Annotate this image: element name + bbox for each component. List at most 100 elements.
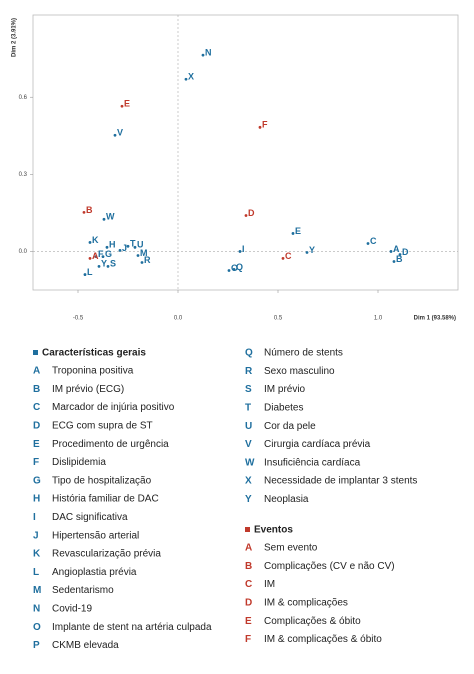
legend-key: M	[33, 585, 41, 596]
legend-text: Sem evento	[264, 543, 318, 554]
point	[83, 273, 87, 276]
point	[118, 249, 122, 252]
point	[136, 254, 140, 257]
legend-key: J	[33, 530, 39, 541]
point-label: K	[92, 235, 99, 245]
legend-key: D	[33, 421, 40, 432]
point-label: D	[402, 247, 409, 257]
plot-frame	[32, 14, 459, 291]
legend-marker	[33, 350, 38, 355]
point-label: T	[130, 239, 136, 249]
legend-text: IM & complicações & óbito	[264, 634, 382, 645]
point	[105, 245, 109, 249]
legend-text: IM	[264, 579, 275, 590]
legend-key: K	[33, 549, 41, 560]
legend-key: E	[33, 439, 40, 450]
x-tick-label: 1.0	[374, 316, 383, 322]
point	[398, 253, 402, 256]
point-label: C	[285, 251, 292, 261]
point	[227, 269, 231, 272]
legend-text: IM prévio	[264, 384, 306, 395]
legend-text: Covid-19	[52, 604, 92, 615]
legend-text: Marcador de injúria positivo	[52, 402, 175, 413]
point	[201, 53, 205, 57]
legend-text: Procedimento de urgência	[52, 439, 169, 450]
legend-text: CKMB elevada	[52, 640, 119, 651]
legend-key: T	[245, 403, 251, 414]
point	[126, 244, 130, 248]
point	[389, 250, 393, 253]
legend-text: ECG com supra de ST	[52, 421, 153, 432]
legend-text: Dislipidemia	[52, 457, 106, 468]
legend-key: O	[33, 622, 41, 633]
point-label: E	[124, 99, 130, 109]
legend-text: História familiar de DAC	[52, 494, 159, 505]
legend-key: N	[33, 604, 40, 615]
legend-text: IM & complicações	[264, 598, 348, 609]
legend-text: Sexo masculino	[264, 366, 335, 377]
legend-text: DAC significativa	[52, 512, 128, 523]
point	[366, 242, 370, 245]
point-label: L	[87, 267, 93, 277]
point-label: M	[140, 248, 148, 258]
point	[291, 232, 295, 235]
point	[97, 264, 101, 268]
point-label: U	[137, 240, 144, 250]
legend-text: Neoplasia	[264, 494, 309, 505]
point	[82, 210, 86, 214]
point	[238, 250, 242, 253]
legend-text: Complicações (CV e não CV)	[264, 561, 395, 572]
point-label: I	[242, 244, 245, 254]
legend-text: Diabetes	[264, 403, 303, 414]
y-tick-label: 0.6	[19, 95, 28, 101]
legend-key: E	[245, 616, 252, 627]
point	[244, 214, 248, 217]
legend-text: Necessidade de implantar 3 stents	[264, 476, 417, 487]
legend-text: Angioplastia prévia	[52, 567, 137, 578]
legend-key: F	[33, 457, 39, 468]
legend-key: Q	[245, 348, 253, 359]
point	[392, 260, 396, 263]
point-label: X	[188, 72, 194, 82]
point	[102, 217, 106, 221]
legend-key: B	[245, 561, 252, 572]
legend-text: Hipertensão arterial	[52, 530, 139, 541]
point-label: R	[144, 255, 151, 265]
point-label: Y	[309, 245, 315, 255]
point	[232, 268, 236, 271]
legend-key: V	[245, 439, 252, 450]
legend-text: Número de stents	[264, 348, 343, 359]
legend-key: I	[33, 512, 36, 523]
legend-text: Implante de stent na artéria culpada	[52, 622, 212, 633]
point	[133, 245, 137, 249]
y-tick-label: 0.3	[19, 172, 28, 178]
legend-key: C	[245, 579, 252, 590]
legend-text: Tipo de hospitalização	[52, 475, 152, 486]
y-axis-label: Dim 2 (3.91%)	[12, 18, 18, 57]
point-label: S	[110, 259, 116, 269]
x-tick-label: 0.5	[274, 316, 283, 322]
legend-key: P	[33, 640, 40, 651]
legend-marker	[245, 527, 250, 532]
point-label: O	[231, 263, 238, 273]
point-label: A	[393, 244, 400, 254]
point	[88, 241, 92, 244]
point-label: Y	[101, 259, 107, 269]
point-label: A	[92, 251, 99, 261]
legend-key: H	[33, 494, 40, 505]
legend-key: A	[245, 543, 252, 554]
point	[258, 125, 262, 129]
legend-key: X	[245, 476, 252, 487]
point	[94, 255, 98, 258]
legend-key: B	[33, 384, 40, 395]
point-label: N	[205, 47, 212, 57]
point-label: G	[105, 249, 112, 259]
x-tick-label: -0.5	[73, 316, 84, 322]
x-tick-label: 0.0	[174, 316, 183, 322]
legend-header: Eventos	[254, 525, 293, 536]
point-label: E	[295, 226, 301, 236]
point-label: C	[370, 236, 377, 246]
point-label: H	[109, 240, 116, 250]
legend-text: Sedentarismo	[52, 585, 114, 596]
